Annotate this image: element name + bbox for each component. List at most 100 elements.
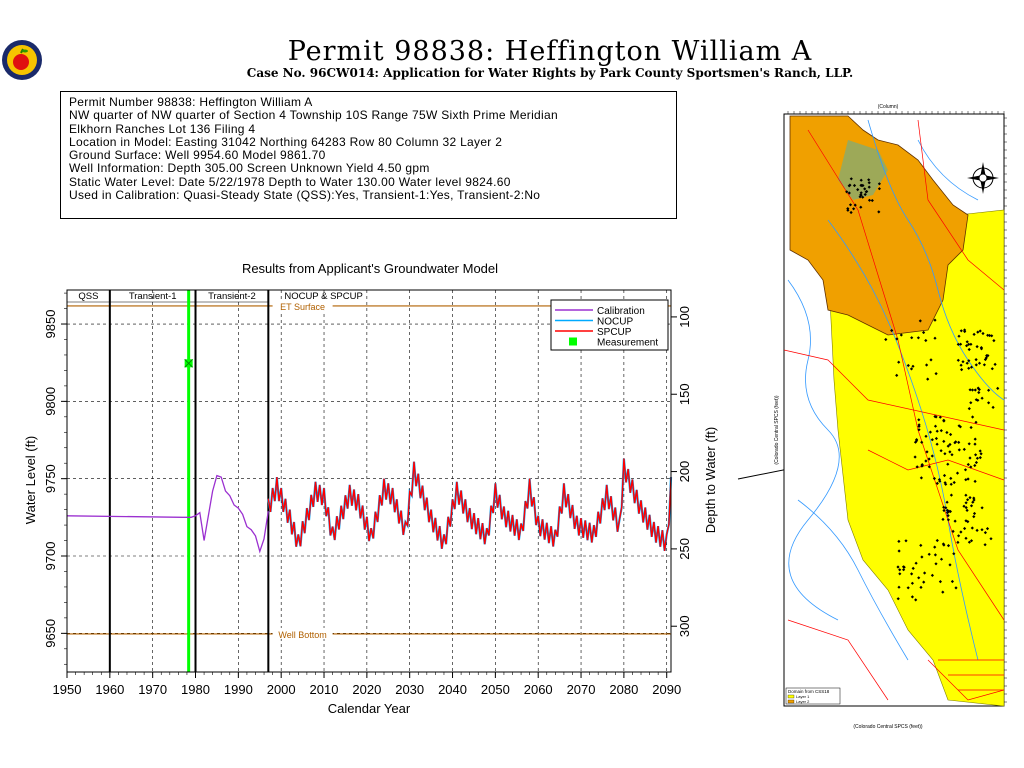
period-label: Transient-1 [129, 291, 177, 302]
well-point [898, 568, 902, 572]
x-tick-label: 1970 [138, 682, 167, 697]
well-point [973, 463, 977, 468]
well-point [867, 181, 871, 185]
well-point [913, 440, 918, 444]
well-point [975, 528, 979, 532]
y2-tick-label: 200 [677, 461, 692, 483]
info-line: Permit Number 98838: Heffington William … [69, 95, 313, 109]
well-point [977, 361, 982, 365]
model-domain-map: (Column) (Colorado Central SPCS (feet)) … [774, 104, 1007, 730]
info-line: Used in Calibration: Quasi-Steady State … [69, 188, 541, 203]
well-point [904, 539, 908, 543]
well-point [969, 539, 974, 543]
y-tick-label: 9800 [43, 387, 58, 416]
permit-info-box: Permit Number 98838: Heffington William … [60, 91, 677, 219]
well-point [991, 405, 995, 409]
period-label: NOCUP & SPCUP [284, 291, 362, 302]
well-point [861, 195, 865, 199]
well-point [919, 585, 923, 589]
period-label: QSS [78, 291, 98, 302]
x-tick-label: 2090 [652, 682, 681, 697]
well-point [989, 537, 993, 541]
well-point [988, 333, 992, 338]
well-point [949, 493, 953, 497]
info-line: Static Water Level: Date 5/22/1978 Depth… [69, 174, 511, 189]
well-point [953, 519, 957, 523]
well-point [934, 415, 938, 419]
well-point [853, 203, 857, 207]
well-point [946, 514, 950, 518]
well-point [973, 388, 977, 392]
y2-tick-label: 100 [677, 306, 692, 328]
well-point [951, 529, 955, 533]
well-point [964, 536, 968, 540]
x-tick-label: 2060 [524, 682, 553, 697]
well-point [970, 526, 974, 530]
well-point [964, 519, 968, 523]
well-point [859, 193, 863, 197]
y2-tick-label: 150 [677, 383, 692, 405]
well-point [969, 365, 974, 369]
y2-tick-label: 300 [677, 615, 692, 637]
well-point [924, 338, 928, 343]
well-point [960, 368, 964, 372]
y-tick-label: 9850 [43, 310, 58, 339]
well-point [901, 565, 906, 569]
well-point [956, 540, 960, 544]
well-point [957, 334, 961, 338]
period-label: Transient-2 [208, 291, 256, 302]
well-point [933, 336, 937, 340]
well-point [863, 187, 867, 191]
well-point [930, 454, 934, 458]
well-point [968, 456, 972, 460]
well-point [852, 183, 857, 188]
well-point [967, 347, 971, 352]
x-tick-label: 1990 [224, 682, 253, 697]
well-point [859, 178, 863, 182]
well-point [930, 573, 934, 577]
well-point [910, 572, 914, 576]
chart-series [66, 358, 673, 554]
well-point [934, 562, 938, 566]
map-roads [783, 119, 1005, 701]
well-point [915, 438, 919, 442]
chart-title: Results from Applicant's Groundwater Mod… [242, 261, 498, 276]
x-axis-label: Calendar Year [328, 701, 411, 716]
well-point [939, 557, 944, 561]
reference-label-bg [272, 627, 333, 639]
well-point [937, 478, 941, 482]
map-bottom-axis-label: (Colorado Central SPCS (feet)) [853, 724, 923, 730]
reference-lines: ET Surface Well Bottom [67, 299, 671, 640]
x-tick-label: 2030 [395, 682, 424, 697]
well-point [884, 337, 888, 342]
well-point [935, 538, 939, 543]
well-point [952, 552, 956, 556]
x-tick-label: 2050 [481, 682, 510, 697]
well-point [899, 333, 903, 337]
reference-label-bg [272, 299, 333, 311]
plot-frame [66, 289, 672, 673]
well-point [917, 423, 921, 427]
y2-axis-label: Depth to Water (ft) [703, 427, 718, 533]
layer2-region [789, 115, 969, 336]
well-point [909, 367, 914, 371]
well-point [948, 442, 952, 447]
well-point [849, 177, 853, 181]
well-point [917, 576, 921, 580]
well-point [972, 511, 977, 516]
reference-line-label: Well Bottom [278, 630, 326, 640]
well-point [962, 504, 966, 508]
well-point [942, 508, 946, 513]
well-point [925, 450, 929, 454]
well-point [965, 508, 969, 512]
period-markers: QSS Transient-1 Transient-2 NOCUP & SPCUP [67, 290, 363, 672]
x-tick-label: 1950 [53, 682, 82, 697]
well-point [948, 563, 952, 567]
well-point [897, 539, 901, 543]
map-legend-title: Domain from CSS18 [788, 689, 830, 694]
well-point [942, 473, 947, 478]
x-tick-label: 1980 [181, 682, 210, 697]
well-point [934, 372, 938, 376]
well-point [867, 178, 871, 182]
page-subtitle: Case No. 96CW014: Application for Water … [246, 66, 854, 80]
